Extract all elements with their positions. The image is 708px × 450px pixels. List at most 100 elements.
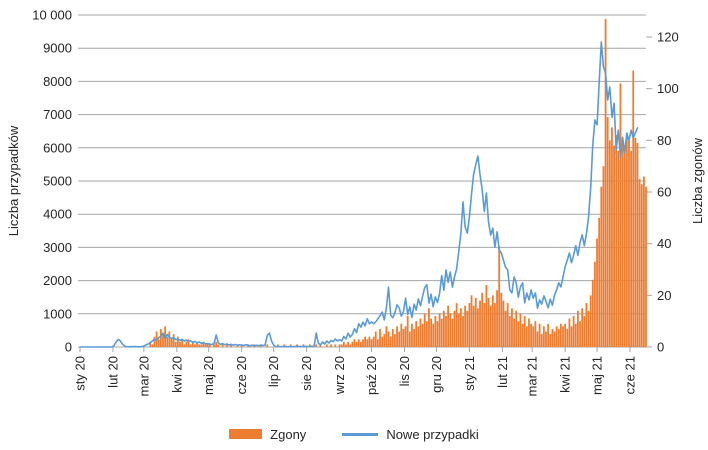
x-axis-tick-label: maj 21 <box>590 356 605 395</box>
deaths-bar <box>445 316 447 347</box>
left-axis-tick-label: 8000 <box>43 74 72 89</box>
deaths-bar <box>598 217 601 347</box>
deaths-bar <box>296 344 298 347</box>
left-axis-tick-label: 3000 <box>43 240 72 255</box>
deaths-bar <box>208 344 211 347</box>
deaths-bar <box>604 18 607 348</box>
left-axis-title: Liczba przypadków <box>6 125 21 237</box>
deaths-bar <box>523 316 526 347</box>
x-axis-tick-label: cze 21 <box>623 356 638 394</box>
deaths-bar <box>617 150 620 347</box>
deaths-bar <box>611 127 613 348</box>
deaths-bar <box>640 184 643 347</box>
deaths-bar <box>451 318 454 347</box>
deaths-bar <box>594 261 596 347</box>
deaths-bar <box>464 305 467 347</box>
deaths-bar <box>555 326 558 347</box>
cases-line <box>79 41 639 348</box>
deaths-bar <box>479 300 481 347</box>
deaths-bar <box>579 321 581 347</box>
deaths-bar <box>394 334 396 347</box>
deaths-bar <box>166 336 169 347</box>
deaths-bar <box>172 334 175 347</box>
right-axis-tick-label: 0 <box>657 340 664 355</box>
deaths-bar <box>353 339 356 347</box>
deaths-bar <box>349 344 352 347</box>
right-axis-tick-label: 40 <box>657 236 671 251</box>
deaths-bar <box>625 132 628 347</box>
deaths-bar <box>181 339 184 347</box>
deaths-bar <box>572 316 575 347</box>
deaths-bar <box>553 331 556 347</box>
x-axis-tick-label: paź 20 <box>364 356 379 395</box>
x-axis-tick-label: lut 20 <box>105 356 120 388</box>
x-axis-tick-label: lip 20 <box>266 356 281 387</box>
deaths-bar <box>191 341 194 347</box>
deaths-bar <box>491 295 494 347</box>
deaths-bar <box>434 316 437 347</box>
deaths-bar <box>151 344 154 347</box>
deaths-bar <box>477 308 479 347</box>
deaths-bar <box>481 292 484 347</box>
deaths-bar <box>532 326 535 347</box>
deaths-bar <box>600 186 603 347</box>
deaths-bar <box>168 331 171 347</box>
deaths-bar <box>345 344 347 347</box>
deaths-bar <box>623 145 626 347</box>
deaths-bar <box>540 334 543 347</box>
deaths-bar <box>428 308 430 347</box>
deaths-bar <box>570 326 573 347</box>
deaths-bar <box>217 344 220 347</box>
deaths-bar <box>508 316 511 347</box>
deaths-bar <box>466 310 469 347</box>
deaths-bar <box>500 292 503 347</box>
deaths-bar <box>411 323 413 347</box>
deaths-bar <box>189 344 192 347</box>
x-axis-tick-label: sty 21 <box>462 356 477 391</box>
deaths-bar <box>615 135 618 347</box>
left-axis-tick-label: 6000 <box>43 140 72 155</box>
deaths-bar <box>436 321 439 347</box>
deaths-bar <box>202 341 205 347</box>
deaths-bar <box>183 344 186 347</box>
deaths-bar <box>351 341 354 347</box>
deaths-bar <box>511 308 513 347</box>
deaths-bar <box>370 339 373 347</box>
deaths-bar <box>162 334 164 347</box>
deaths-bar <box>447 305 450 347</box>
deaths-bar <box>340 344 343 347</box>
deaths-bar <box>204 344 207 347</box>
left-axis-tick-label: 0 <box>65 340 72 355</box>
deaths-bar <box>472 305 475 347</box>
deaths-bar <box>587 310 590 347</box>
deaths-bar <box>498 246 501 347</box>
deaths-bar <box>483 303 486 347</box>
legend-item-deaths: Zgony <box>229 427 306 442</box>
deaths-bar <box>551 328 554 347</box>
x-axis-tick-label: maj 20 <box>201 356 216 395</box>
deaths-bar <box>374 331 377 347</box>
x-axis-tick-label: lut 21 <box>495 356 510 388</box>
deaths-bar <box>302 344 305 347</box>
deaths-bar <box>187 339 190 347</box>
deaths-bar <box>485 285 488 347</box>
right-axis-tick-label: 60 <box>657 185 671 200</box>
deaths-bar <box>619 83 622 347</box>
deaths-bar <box>585 303 588 347</box>
x-axis-tick-label: gru 20 <box>429 356 444 393</box>
deaths-bar <box>440 318 443 347</box>
deaths-bar <box>608 140 611 347</box>
deaths-bar <box>530 323 532 347</box>
deaths-bar <box>389 336 392 347</box>
deaths-bar <box>545 331 547 347</box>
right-axis-title: Liczba zgonów <box>690 138 705 224</box>
deaths-bar <box>366 339 369 347</box>
deaths-bar <box>489 305 492 347</box>
deaths-bar <box>559 323 562 347</box>
deaths-bar <box>315 344 318 347</box>
deaths-bar <box>589 295 592 347</box>
left-axis-tick-label: 7000 <box>43 107 72 122</box>
deaths-bar <box>423 313 426 347</box>
right-axis-tick-label: 120 <box>657 30 679 45</box>
